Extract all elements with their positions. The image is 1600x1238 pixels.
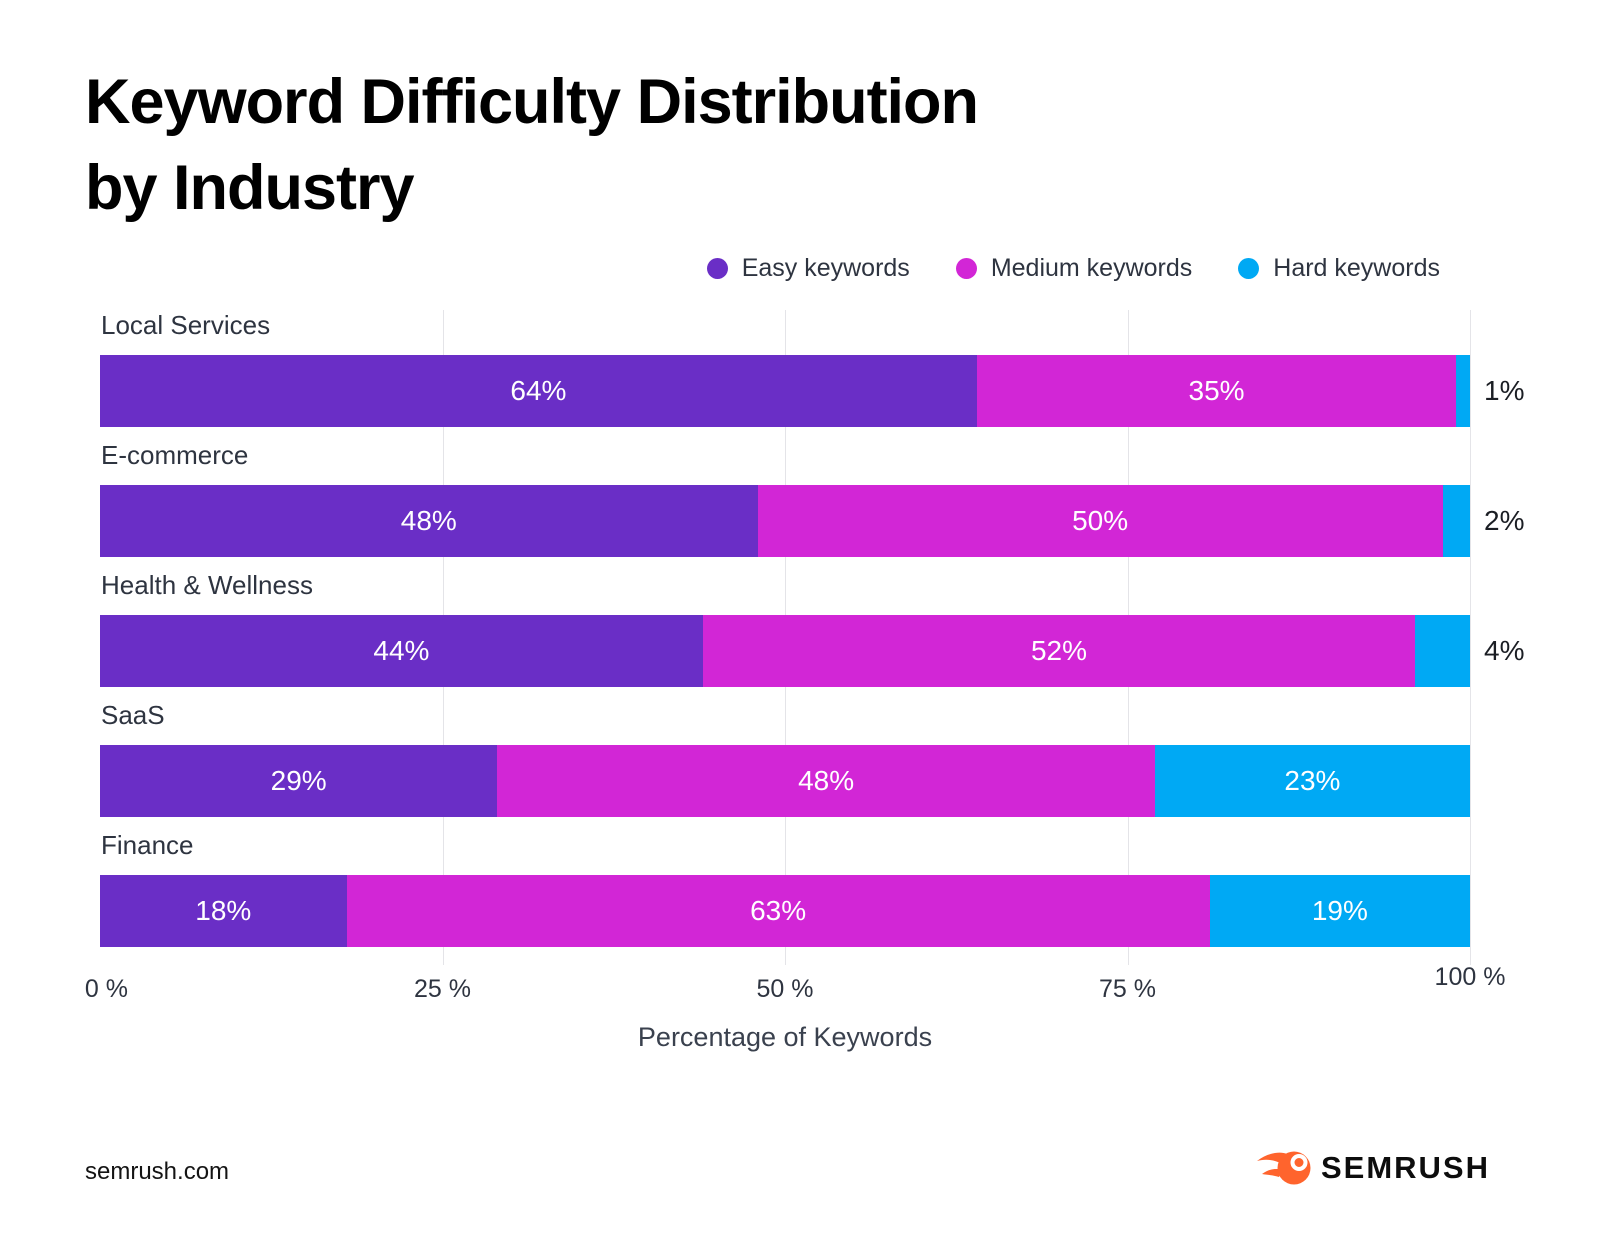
bar-value-label-outside: 2%	[1484, 505, 1525, 536]
legend-label: Easy keywords	[741, 254, 910, 282]
bar-value-label: 19%	[1311, 895, 1368, 926]
page-title-line1: Keyword Difficulty Distribution	[85, 67, 979, 137]
bar-row: Health & Wellness 44% 52% 4%	[100, 560, 1524, 690]
bar-value-label: 35%	[1188, 375, 1245, 406]
bar-value-label: 23%	[1284, 765, 1341, 796]
legend-dot	[706, 258, 728, 279]
bar-track: 44% 52% 4%	[100, 615, 1524, 687]
x-axis-label: Percentage of Keywords	[637, 1022, 933, 1052]
chart-legend: Easy keywords Medium keywords Hard keywo…	[706, 254, 1440, 283]
legend-dot	[955, 258, 977, 279]
x-tick-0: 0 %	[84, 975, 129, 1003]
bar-segment-hard-keywords	[1415, 615, 1470, 687]
bar-track: 18% 63% 19%	[100, 875, 1470, 947]
bar-track: 48% 50% 2%	[100, 485, 1524, 557]
bar-segment-easy-keywords: 64%	[100, 355, 977, 427]
bar-track: 64% 35% 1%	[100, 355, 1524, 427]
x-tick-50: 50 %	[756, 975, 814, 1003]
bar-segment-easy-keywords: 29%	[100, 745, 498, 817]
legend-item-hard: Hard keywords	[1238, 254, 1440, 283]
bar-segment-easy-keywords: 44%	[100, 615, 703, 687]
bar-segment-medium-keywords: 35%	[976, 355, 1457, 427]
x-tick-25: 25 %	[414, 975, 471, 1003]
category-label: Local Services	[101, 310, 271, 340]
bar-row: Local Services 64% 35% 1%	[100, 300, 1524, 430]
bar-value-label: 64%	[510, 375, 567, 406]
bar-value-label: 44%	[373, 635, 430, 666]
bar-segment-hard-keywords: 19%	[1209, 875, 1470, 947]
bar-row: E-commerce 48% 50% 2%	[100, 430, 1524, 560]
category-label: SaaS	[101, 700, 165, 730]
bar-value-label: 52%	[1030, 635, 1088, 666]
bar-segment-medium-keywords: 52%	[702, 615, 1416, 687]
page-title: Keyword Difficulty Distribution by Indus…	[85, 60, 979, 231]
legend-label: Medium keywords	[990, 254, 1193, 282]
x-tick-100: 100 %	[1434, 963, 1506, 991]
page-title-line2: by Industry	[85, 152, 415, 223]
bar-value-label: 63%	[750, 895, 807, 926]
semrush-flame-icon	[1256, 1151, 1311, 1185]
legend-dot	[1238, 258, 1260, 279]
bar-segment-easy-keywords: 48%	[100, 485, 758, 557]
bar-segment-medium-keywords: 63%	[346, 875, 1210, 947]
bar-row: SaaS 29% 48% 23%	[100, 690, 1470, 820]
bar-segment-easy-keywords: 18%	[100, 875, 347, 947]
bar-row: Finance 18% 63% 19%	[100, 820, 1470, 950]
category-label: Finance	[101, 830, 194, 860]
bar-segment-medium-keywords: 50%	[757, 485, 1443, 557]
legend-item-easy: Easy keywords	[706, 254, 910, 283]
bar-value-label: 29%	[270, 765, 327, 796]
brand-wordmark: SEMRUSH	[1320, 1150, 1490, 1185]
chart-area: Local Services 64% 35% 1% E-commerce 48% 50% 2%…	[85, 300, 1524, 1052]
category-label: E-commerce	[101, 440, 249, 470]
grid-line-100	[1470, 310, 1471, 965]
bar-segment-medium-keywords: 48%	[497, 745, 1155, 817]
category-label: Health & Wellness	[101, 570, 313, 600]
bar-segment-hard-keywords	[1442, 485, 1470, 557]
legend-label: Hard keywords	[1273, 254, 1440, 282]
x-tick-75: 75 %	[1099, 975, 1156, 1003]
bar-value-label: 50%	[1072, 505, 1129, 536]
bar-value-label-outside: 1%	[1484, 375, 1525, 406]
bar-value-label-outside: 4%	[1484, 635, 1525, 666]
legend-item-medium: Medium keywords	[955, 254, 1193, 283]
bar-value-label: 48%	[400, 505, 457, 536]
brand-logo: SEMRUSH	[1255, 1148, 1490, 1188]
bar-track: 29% 48% 23%	[100, 745, 1470, 817]
chart-rows: Local Services 64% 35% 1% E-commerce 48% 50% 2%…	[100, 300, 1524, 950]
bar-value-label: 48%	[798, 765, 855, 796]
bar-segment-hard-keywords: 23%	[1154, 745, 1470, 817]
source-site-text: semrush.com	[85, 1158, 230, 1185]
bar-segment-hard-keywords	[1456, 355, 1470, 427]
bar-value-label: 18%	[195, 895, 252, 926]
